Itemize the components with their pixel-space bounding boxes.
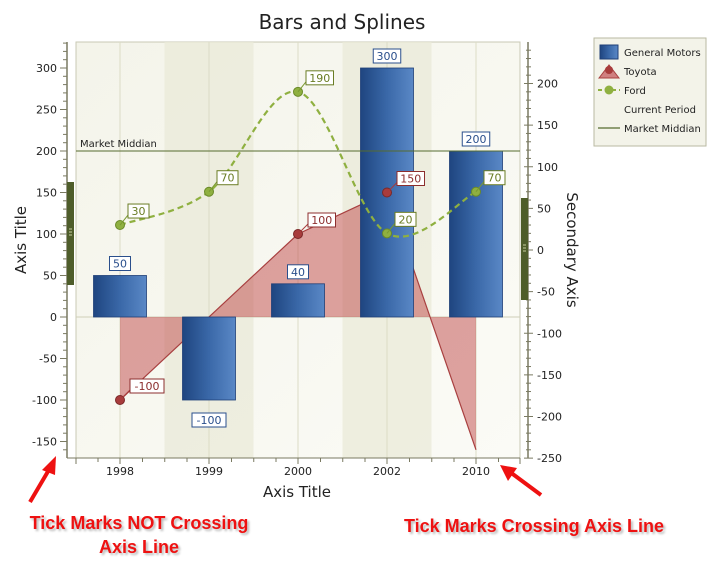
toyota-label-2002: 150 <box>400 173 421 186</box>
toyota-label-2000-box <box>307 212 336 228</box>
y2-axis-scroll-thumb[interactable] <box>521 198 528 300</box>
y2-tick-label: 200 <box>537 78 558 91</box>
chart-title: Bars and Splines <box>259 10 426 34</box>
gm-label-1999-box <box>191 412 227 428</box>
toyota-leader-2000 <box>297 223 309 235</box>
legend-marker-ford <box>604 85 614 95</box>
y2-tick-label: 100 <box>537 161 558 174</box>
legend-label: Current Period <box>624 105 696 116</box>
toyota-label-1998-box <box>129 378 165 394</box>
x-tick-label: 2010 <box>462 465 490 478</box>
ford-label-1998-box <box>127 203 150 219</box>
y2-tick-label: -200 <box>537 411 562 424</box>
legend-swatch-general-motors <box>599 44 619 60</box>
gm-label-2010: 200 <box>466 133 487 146</box>
legend-marker-toyota <box>605 66 613 74</box>
x-tick-label: 1998 <box>106 465 134 478</box>
x-tick-label: 2000 <box>284 465 312 478</box>
y2-tick-label: -50 <box>537 286 555 299</box>
ford-label-2000-box <box>305 70 334 86</box>
bar-general-motors-1998 <box>93 275 147 318</box>
gm-label-2002: 300 <box>377 50 398 63</box>
ford-leader-2002 <box>386 223 396 234</box>
gm-label-2002-box <box>372 48 402 64</box>
ford-label-1999-box <box>216 170 239 186</box>
y-tick-label: -150 <box>32 436 57 449</box>
gm-label-2010-box <box>461 131 491 147</box>
y2-tick-label: 0 <box>537 244 544 257</box>
ford-label-2002-box <box>394 211 417 227</box>
y-tick-label: -100 <box>32 394 57 407</box>
y-tick-label: 250 <box>36 104 57 117</box>
y-tick-label: 300 <box>36 62 57 75</box>
arrow-left-icon <box>28 456 56 504</box>
ford-label-2010-box <box>483 170 506 186</box>
legend-label: Ford <box>624 86 646 97</box>
toyota-label-2000: 100 <box>311 214 332 227</box>
toyota-label-1998: -100 <box>135 380 160 393</box>
y2-tick-label: -250 <box>537 452 562 465</box>
x-tick-label: 1999 <box>195 465 223 478</box>
arrow-right-icon <box>500 465 543 497</box>
y-axis-title: Axis Title <box>12 206 30 274</box>
legend-label: General Motors <box>624 48 701 59</box>
y-tick-label: 100 <box>36 228 57 241</box>
gm-label-2000: 40 <box>291 266 305 279</box>
annotation-left-line-1: Tick Marks NOT Crossing <box>29 513 249 533</box>
gm-label-1998-box <box>109 256 131 271</box>
annotation-left: Tick Marks NOT Crossing Axis Line <box>8 511 270 559</box>
ford-label-1999: 70 <box>221 172 235 185</box>
y2-tick-label: 150 <box>537 119 558 132</box>
gm-label-1999: -100 <box>197 414 222 427</box>
ford-leader-2000 <box>297 81 307 93</box>
ford-label-1998: 30 <box>132 205 146 218</box>
y-tick-label: -50 <box>39 353 57 366</box>
ford-label-2002: 20 <box>399 213 413 226</box>
y2-axis-title: Secondary Axis <box>563 192 581 308</box>
y-tick-label: 150 <box>36 187 57 200</box>
ford-label-2010: 70 <box>488 172 502 185</box>
y-tick-label: 0 <box>50 311 57 324</box>
legend-label: Market Middian <box>624 124 701 135</box>
y2-tick-label: -100 <box>537 327 562 340</box>
toyota-leader-2002 <box>386 182 398 193</box>
y-axis-scroll-thumb[interactable] <box>67 182 74 285</box>
x-axis-title: Axis Title <box>263 483 331 501</box>
toyota-label-2002-box <box>396 171 425 186</box>
ford-leader-1998 <box>119 214 129 226</box>
bar-general-motors-2000 <box>271 283 325 318</box>
gm-label-2000-box <box>287 264 309 280</box>
x-tick-label: 2002 <box>373 465 401 478</box>
ford-label-2000: 190 <box>309 72 330 85</box>
ford-leader-2010 <box>475 181 485 193</box>
constant-line-label: Market Middian <box>80 139 157 150</box>
y-tick-label: 50 <box>43 270 57 283</box>
toyota-leader-1998 <box>119 389 131 401</box>
y2-tick-label: 50 <box>537 202 551 215</box>
y2-tick-label: -150 <box>537 369 562 382</box>
ford-leader-1999 <box>208 181 218 193</box>
legend-label: Toyota <box>623 67 657 78</box>
bar-general-motors-1999 <box>182 316 236 401</box>
gm-label-1998: 50 <box>113 258 127 271</box>
annotation-left-line-2: Axis Line <box>98 537 180 557</box>
annotation-right: Tick Marks Crossing Axis Line <box>403 516 665 536</box>
y-tick-label: 200 <box>36 145 57 158</box>
